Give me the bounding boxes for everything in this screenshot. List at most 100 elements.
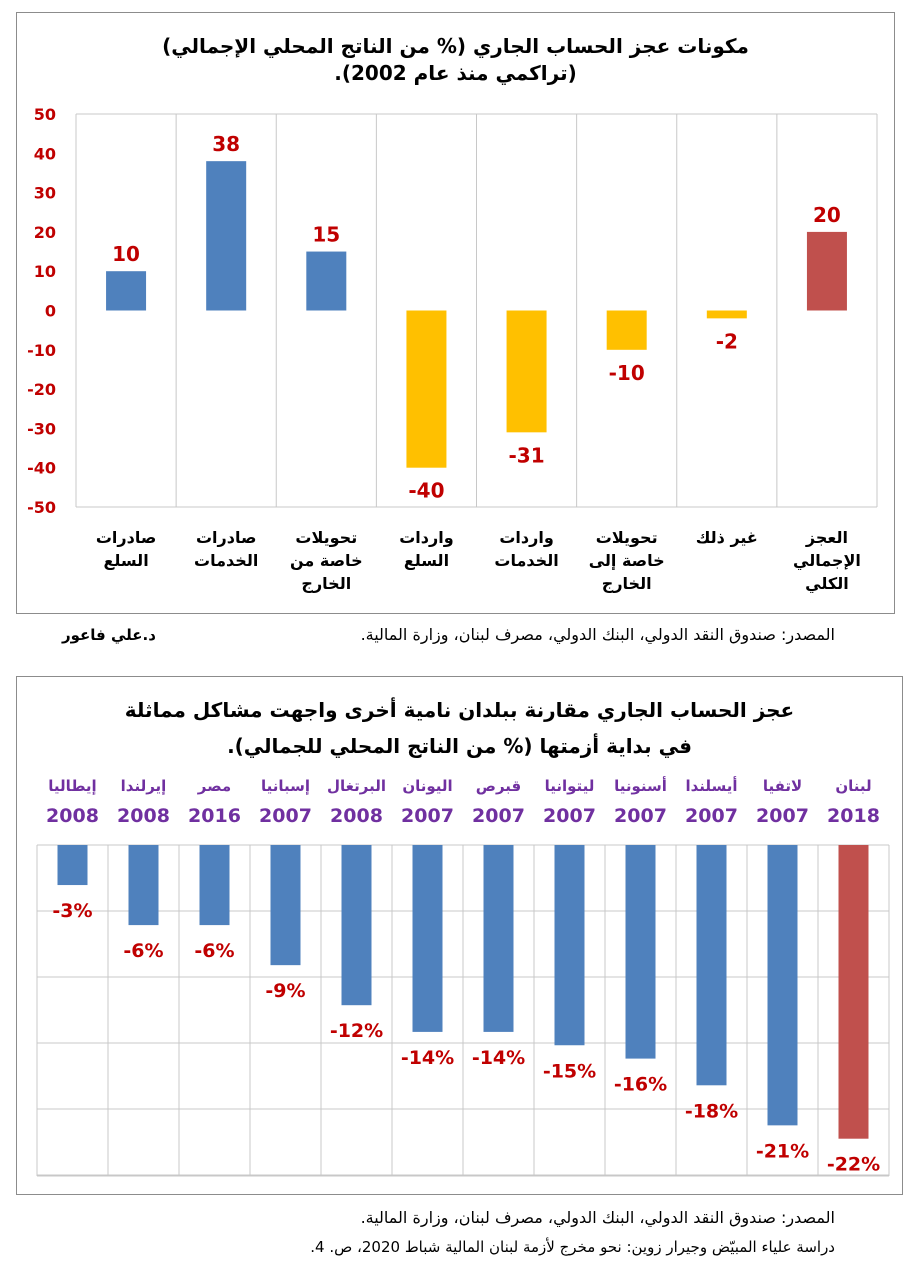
bar — [554, 845, 585, 1046]
data-label: -6% — [123, 940, 163, 962]
data-label: -31 — [508, 443, 544, 467]
category-label: أيسلندا — [685, 776, 737, 795]
category-label: صادرات — [196, 528, 256, 547]
y-tick-label: 50 — [34, 105, 56, 124]
year-label: 2007 — [401, 805, 454, 827]
category-label: الخدمات — [494, 551, 558, 570]
chart1-source: المصدر: صندوق النقد الدولي، البنك الدولي… — [360, 625, 835, 644]
bar — [506, 310, 547, 433]
category-label: تحويلات — [295, 528, 357, 547]
data-label: -15% — [543, 1060, 596, 1082]
chart2-source-line1: المصدر: صندوق النقد الدولي، البنك الدولي… — [360, 1208, 835, 1227]
category-label: السلع — [404, 551, 449, 570]
data-label: -18% — [685, 1100, 738, 1122]
bar — [767, 845, 798, 1126]
data-label: -3% — [52, 900, 92, 922]
year-label: 2018 — [827, 805, 880, 827]
bar — [696, 845, 727, 1086]
data-label: -14% — [401, 1047, 454, 1069]
data-label: -22% — [827, 1154, 880, 1176]
bar — [106, 271, 147, 311]
category-label: خاصة إلى — [589, 551, 665, 570]
year-label: 2008 — [46, 805, 99, 827]
data-label: 20 — [813, 203, 841, 227]
y-tick-label: -30 — [27, 419, 56, 438]
year-label: 2007 — [614, 805, 667, 827]
category-label: الإجمالي — [793, 551, 861, 571]
data-label: -16% — [614, 1074, 667, 1096]
category-label: اليونان — [402, 777, 452, 795]
chart2-title-line1: عجز الحساب الجاري مقارنة ببلدان نامية أخ… — [124, 698, 795, 722]
data-label: -2 — [716, 329, 738, 353]
category-label: البرتغال — [327, 777, 386, 795]
y-tick-label: 40 — [34, 144, 56, 163]
category-label: لبنان — [835, 777, 871, 795]
category-label: قبرص — [476, 777, 521, 795]
bar — [128, 845, 159, 926]
category-label: الخدمات — [194, 551, 258, 570]
bar — [483, 845, 514, 1032]
chart2-title-line2: في بداية أزمتها (% من الناتج المحلي للجم… — [227, 734, 692, 758]
data-label: -12% — [330, 1020, 383, 1042]
category-label: ليتوانيا — [545, 777, 595, 795]
y-tick-label: 30 — [34, 184, 56, 203]
bar — [606, 310, 647, 350]
bar — [270, 845, 301, 966]
data-label: 10 — [112, 242, 140, 266]
category-label: خاصة من — [290, 551, 363, 570]
bar — [625, 845, 656, 1059]
year-label: 2007 — [259, 805, 312, 827]
year-label: 2016 — [188, 805, 241, 827]
y-tick-label: -40 — [27, 459, 56, 478]
bar — [341, 845, 372, 1006]
y-tick-label: -20 — [27, 380, 56, 399]
category-label: الكلي — [805, 574, 849, 594]
data-label: -6% — [194, 940, 234, 962]
category-label: العجز — [805, 528, 848, 547]
category-label: إيطاليا — [48, 777, 96, 795]
y-tick-label: 20 — [34, 223, 56, 242]
bar — [306, 251, 347, 311]
y-tick-label: 10 — [34, 262, 56, 281]
data-label: -9% — [265, 980, 305, 1002]
category-label: الخارج — [301, 574, 351, 593]
category-label: صادرات — [96, 528, 156, 547]
y-tick-label: -50 — [27, 498, 56, 517]
data-label: -14% — [472, 1047, 525, 1069]
category-label: واردات — [499, 528, 553, 547]
data-label: -21% — [756, 1140, 809, 1162]
chart1-title-line2: (تراكمي منذ عام 2002). — [334, 61, 577, 85]
bar — [199, 845, 230, 926]
year-label: 2007 — [756, 805, 809, 827]
chart1-title-line1: مكونات عجز الحساب الجاري (% من الناتج ال… — [162, 34, 749, 58]
category-label: الخارج — [602, 574, 652, 593]
bar — [57, 845, 88, 886]
chart2-source-line2: دراسة علياء المبيّض وجيرار زوين: نحو مخر… — [310, 1238, 835, 1256]
chart1-panel: مكونات عجز الحساب الجاري (% من الناتج ال… — [16, 12, 895, 614]
bar — [706, 310, 747, 319]
category-label: إسبانيا — [261, 777, 310, 795]
category-label: واردات — [399, 528, 453, 547]
data-label: -10 — [609, 361, 645, 385]
year-label: 2007 — [472, 805, 525, 827]
bar — [838, 845, 869, 1139]
author-name: د.علي فاعور — [62, 626, 156, 644]
data-label: 38 — [212, 132, 240, 156]
category-label: أسنونيا — [614, 776, 667, 795]
bar — [406, 310, 447, 468]
bar — [412, 845, 443, 1032]
y-tick-label: -10 — [27, 341, 56, 360]
category-label: غير ذلك — [696, 528, 758, 547]
category-label: إيرلندا — [121, 777, 167, 795]
category-label: مصر — [197, 777, 231, 795]
year-label: 2007 — [685, 805, 738, 827]
data-label: 15 — [312, 223, 340, 247]
category-label: لاتفيا — [763, 777, 802, 795]
category-label: تحويلات — [596, 528, 658, 547]
data-label: -40 — [408, 479, 444, 503]
y-tick-label: 0 — [45, 302, 56, 321]
year-label: 2008 — [117, 805, 170, 827]
bar — [206, 161, 247, 311]
